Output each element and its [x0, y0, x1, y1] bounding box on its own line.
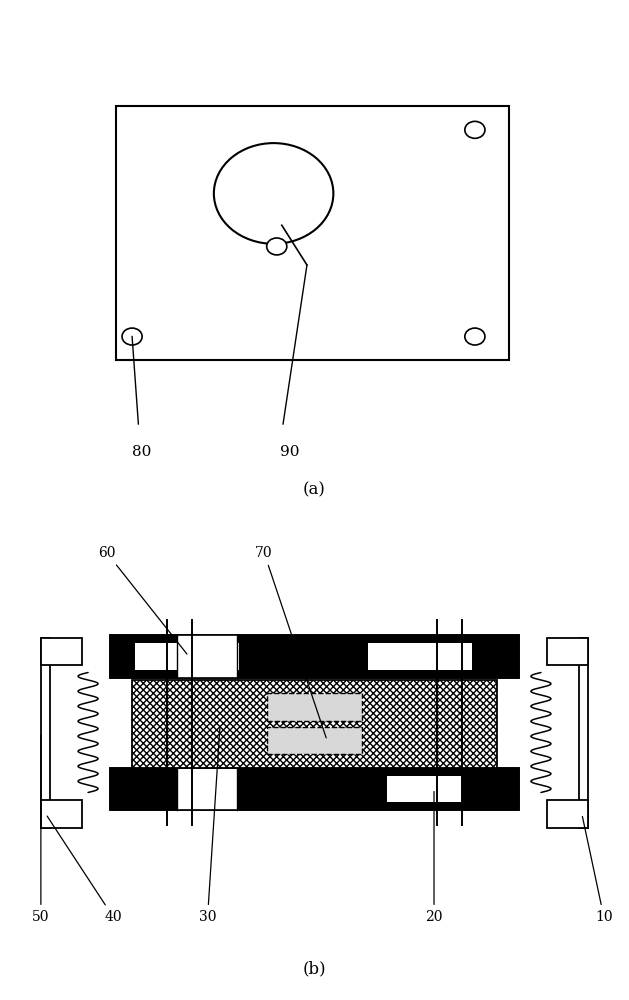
- Bar: [177, 768, 237, 810]
- Bar: [547, 800, 588, 827]
- Bar: [579, 638, 588, 827]
- Bar: [41, 638, 82, 665]
- Text: 50: 50: [32, 735, 50, 924]
- Bar: [135, 643, 239, 670]
- Bar: [132, 680, 497, 768]
- Text: 60: 60: [98, 546, 187, 654]
- Bar: [267, 693, 362, 721]
- Bar: [41, 800, 82, 827]
- Circle shape: [465, 328, 485, 345]
- Text: 80: 80: [132, 445, 152, 459]
- Bar: [110, 635, 519, 678]
- Text: (a): (a): [303, 481, 326, 498]
- Bar: [267, 727, 362, 754]
- Text: 10: 10: [582, 816, 613, 924]
- Bar: [110, 768, 519, 810]
- Text: 20: 20: [425, 792, 443, 924]
- Text: (b): (b): [303, 960, 326, 978]
- Text: 30: 30: [199, 727, 220, 924]
- Circle shape: [465, 121, 485, 138]
- Bar: [177, 635, 237, 678]
- Bar: [368, 643, 472, 670]
- Bar: [110, 635, 519, 678]
- Circle shape: [122, 328, 142, 345]
- Circle shape: [267, 238, 287, 255]
- Circle shape: [214, 143, 333, 244]
- Text: 70: 70: [255, 546, 326, 738]
- Bar: [41, 638, 50, 827]
- Text: 40: 40: [47, 816, 122, 924]
- Bar: [547, 638, 588, 665]
- Text: 90: 90: [280, 445, 299, 459]
- Bar: [116, 106, 509, 360]
- Bar: [110, 768, 519, 810]
- Bar: [387, 776, 462, 802]
